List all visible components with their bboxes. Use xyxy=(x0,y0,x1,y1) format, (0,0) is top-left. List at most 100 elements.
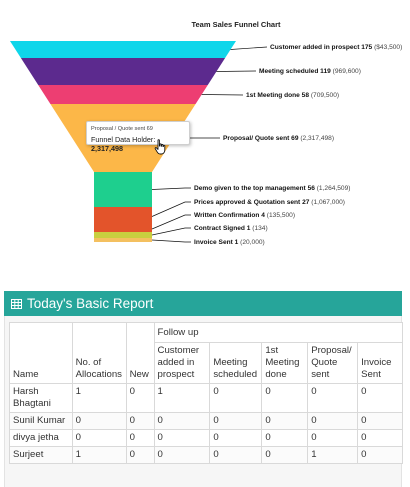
table-row: Harsh Bhagtani 1 0 1 0 0 0 0 xyxy=(9,383,403,413)
cell-value: 0 xyxy=(71,412,127,430)
cell-value: 0 xyxy=(261,446,309,464)
cell-value: 1 xyxy=(71,446,127,464)
cell-value: 0 xyxy=(125,446,155,464)
tooltip-value: 2,317,498 xyxy=(91,144,123,153)
funnel-segment[interactable] xyxy=(20,58,226,85)
cell-value: 0 xyxy=(153,429,211,447)
col-name: Name xyxy=(9,322,73,384)
cell-value: 0 xyxy=(125,412,155,430)
col-first-meeting: 1st Meeting done xyxy=(261,342,309,384)
funnel-chart-canvas: Team Sales Funnel Chart Customer added i… xyxy=(10,20,402,246)
funnel-stage-name: Customer added in prospect 175 xyxy=(270,44,373,51)
funnel-stage-value: (1,067,000) xyxy=(309,199,345,206)
report-table: Name No. of Allocations New Follow up Cu… xyxy=(9,322,404,464)
funnel-stage-name: Written Confirmation 4 xyxy=(194,212,265,219)
col-proposal-sent: Proposal/ Quote sent xyxy=(307,342,359,384)
funnel-stage-label: Prices approved & Quotation sent 27 (1,0… xyxy=(194,199,345,206)
funnel-stage-value: (134) xyxy=(250,225,267,232)
funnel-stage-name: Demo given to the top management 56 xyxy=(194,185,315,192)
funnel-leader-line xyxy=(216,70,257,72)
cell-value: 0 xyxy=(209,383,263,413)
tooltip-body: Funnel Data Holder: 2,317,498 xyxy=(91,135,185,153)
cell-value: 0 xyxy=(153,446,211,464)
funnel-stage-value: (20,000) xyxy=(238,239,264,246)
funnel-stage-label: Meeting scheduled 119 (969,600) xyxy=(259,68,361,75)
col-invoice-sent: Invoice Sent xyxy=(357,342,403,384)
funnel-stage-name: Proposal/ Quote sent 69 xyxy=(223,135,299,142)
funnel-stage-name: Prices approved & Quotation sent 27 xyxy=(194,199,310,206)
funnel-stage-label: Invoice Sent 1 (20,000) xyxy=(194,239,265,246)
funnel-stage-label: Written Confirmation 4 (135,500) xyxy=(194,212,295,219)
funnel-segment[interactable] xyxy=(10,41,236,58)
cell-name: Sunil Kumar xyxy=(9,412,73,430)
table-grid-icon xyxy=(11,298,22,309)
report-title: Today's Basic Report xyxy=(27,296,154,311)
funnel-leader-line xyxy=(151,227,191,236)
cell-value: 0 xyxy=(209,446,263,464)
col-new: New xyxy=(125,322,155,384)
cell-name: Surjeet xyxy=(9,446,73,464)
cell-value: 0 xyxy=(261,383,309,413)
funnel-stage-value: (1,264,509) xyxy=(315,185,351,192)
cell-value: 0 xyxy=(307,429,359,447)
funnel-stage-value: (2,317,498) xyxy=(298,135,334,142)
cell-value: 1 xyxy=(153,383,211,413)
table-row: Surjeet 1 0 0 0 0 1 0 xyxy=(9,446,403,464)
chart-title: Team Sales Funnel Chart xyxy=(191,20,281,29)
cell-value: 0 xyxy=(153,412,211,430)
col-follow-up: Follow up xyxy=(153,322,404,343)
funnel-stage-value: (709,500) xyxy=(309,92,339,99)
cell-value: 0 xyxy=(261,412,309,430)
funnel-leader-line xyxy=(151,214,191,230)
table-row: divya jetha 0 0 0 0 0 0 0 xyxy=(9,429,403,447)
funnel-segment[interactable] xyxy=(94,172,152,207)
col-meeting-scheduled: Meeting scheduled xyxy=(209,342,263,384)
cell-name: Harsh Bhagtani xyxy=(9,383,73,413)
cell-value: 0 xyxy=(71,429,127,447)
funnel-segment[interactable] xyxy=(94,238,152,242)
funnel-stage-name: Contract Signed 1 xyxy=(194,225,251,232)
tooltip-label: Funnel Data Holder: xyxy=(91,135,156,144)
cell-value: 0 xyxy=(357,383,403,413)
funnel-segment[interactable] xyxy=(94,207,152,226)
cell-value: 0 xyxy=(261,429,309,447)
cell-value: 0 xyxy=(307,383,359,413)
funnel-tooltip: Proposal / Quote sent 69 Funnel Data Hol… xyxy=(86,121,190,153)
funnel-segment[interactable] xyxy=(94,232,152,238)
funnel-leader-line xyxy=(151,239,191,243)
funnel-stage-label: 1st Meeting done 58 (709,500) xyxy=(246,92,339,99)
report-header: Today's Basic Report xyxy=(4,291,402,316)
funnel-stage-name: Meeting scheduled 119 xyxy=(259,68,331,75)
cell-value: 0 xyxy=(357,412,403,430)
funnel-stage-value: (969,600) xyxy=(331,68,361,75)
funnel-segment[interactable] xyxy=(38,85,208,104)
funnel-leader-line xyxy=(151,201,191,217)
cell-value: 0 xyxy=(357,446,403,464)
funnel-stage-label: Customer added in prospect 175 ($43,500) xyxy=(270,44,402,51)
col-customer-added: Customer added in prospect xyxy=(153,342,211,384)
cell-value: 1 xyxy=(71,383,127,413)
cell-value: 0 xyxy=(209,429,263,447)
funnel-stage-name: 1st Meeting done 58 xyxy=(246,92,309,99)
cell-value: 0 xyxy=(125,383,155,413)
hand-cursor-icon xyxy=(154,139,166,155)
cell-value: 0 xyxy=(209,412,263,430)
cell-value: 0 xyxy=(125,429,155,447)
funnel-chart: Team Sales Funnel Chart Customer added i… xyxy=(10,20,402,246)
funnel-segment[interactable] xyxy=(94,226,152,232)
funnel-stage-label: Demo given to the top management 56 (1,2… xyxy=(194,185,350,192)
funnel-stage-label: Contract Signed 1 (134) xyxy=(194,225,268,232)
funnel-leader-line xyxy=(151,187,191,190)
funnel-leader-line xyxy=(230,46,268,50)
funnel-stage-name: Invoice Sent 1 xyxy=(194,239,239,246)
funnel-stage-label: Proposal/ Quote sent 69 (2,317,498) xyxy=(223,135,334,142)
tooltip-title: Proposal / Quote sent 69 xyxy=(91,126,153,132)
cell-value: 0 xyxy=(357,429,403,447)
table-row: Sunil Kumar 0 0 0 0 0 0 0 xyxy=(9,412,403,430)
cell-name: divya jetha xyxy=(9,429,73,447)
funnel-stage-value: (135,500) xyxy=(265,212,295,219)
funnel-stage-value: ($43,500) xyxy=(372,44,402,51)
funnel-leader-line xyxy=(201,94,244,96)
cell-value: 0 xyxy=(307,412,359,430)
cell-value: 1 xyxy=(307,446,359,464)
